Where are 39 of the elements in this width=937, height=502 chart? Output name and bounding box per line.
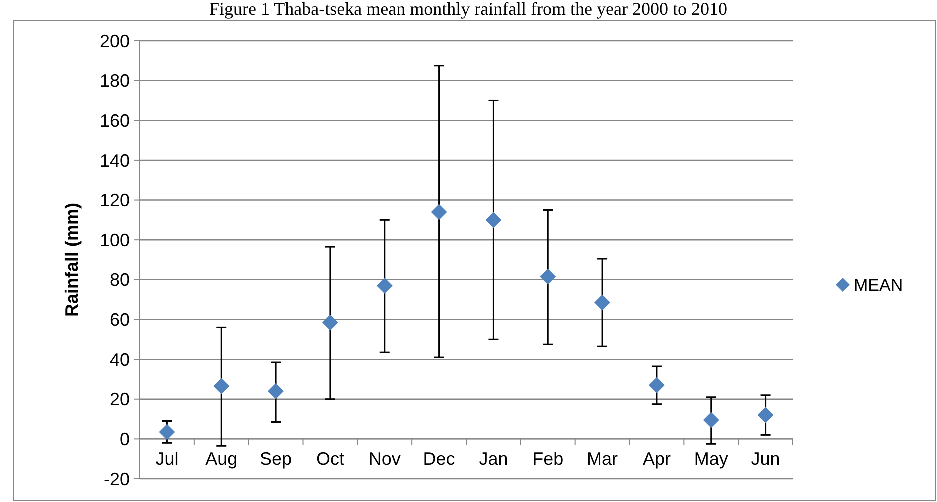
point (376, 278, 393, 294)
x-tick-label: Jan (479, 449, 508, 470)
point (268, 383, 284, 400)
y-tick-label: 160 (100, 110, 130, 131)
y-tick-label: 200 (100, 31, 130, 52)
x-tick-label: Jun (751, 449, 780, 470)
y-tick-label: 20 (110, 390, 130, 410)
point (540, 268, 556, 285)
point (648, 377, 665, 394)
point (703, 412, 720, 428)
x-tick-label: Dec (423, 449, 456, 470)
x-tick-label: Sep (260, 449, 292, 470)
x-tick-label: Nov (368, 449, 401, 470)
y-tick-label: 60 (110, 310, 130, 330)
point (322, 314, 338, 331)
x-tick-label: May (694, 449, 728, 470)
point (486, 212, 502, 228)
y-tick-label: 100 (100, 230, 130, 250)
point (214, 378, 230, 394)
y-tick-label: 40 (110, 350, 130, 370)
x-tick-label: Mar (587, 449, 618, 470)
y-axis-title: Rainfall (mm) (62, 202, 82, 318)
legend-label: MEAN (854, 276, 904, 295)
point (758, 407, 774, 424)
chart-title: Figure 1 Thaba-tseka mean monthly rainfall from the year 2000 to 2010 (209, 0, 728, 19)
point (594, 294, 611, 311)
y-tick-label: 140 (100, 150, 130, 171)
x-tick-label: Feb (532, 449, 564, 470)
x-tick-label: Apr (642, 449, 671, 470)
y-tick-label: 80 (110, 270, 130, 290)
y-tick-label: 180 (100, 71, 130, 92)
y-tick-label: 120 (100, 190, 130, 211)
x-tick-label: Oct (316, 449, 344, 470)
point (159, 424, 176, 440)
x-tick-label: Aug (206, 449, 238, 470)
point (431, 204, 448, 220)
y-tick-label: -20 (104, 469, 130, 490)
x-tick-label: Jul (156, 449, 179, 470)
y-tick-label: 0 (120, 429, 130, 450)
